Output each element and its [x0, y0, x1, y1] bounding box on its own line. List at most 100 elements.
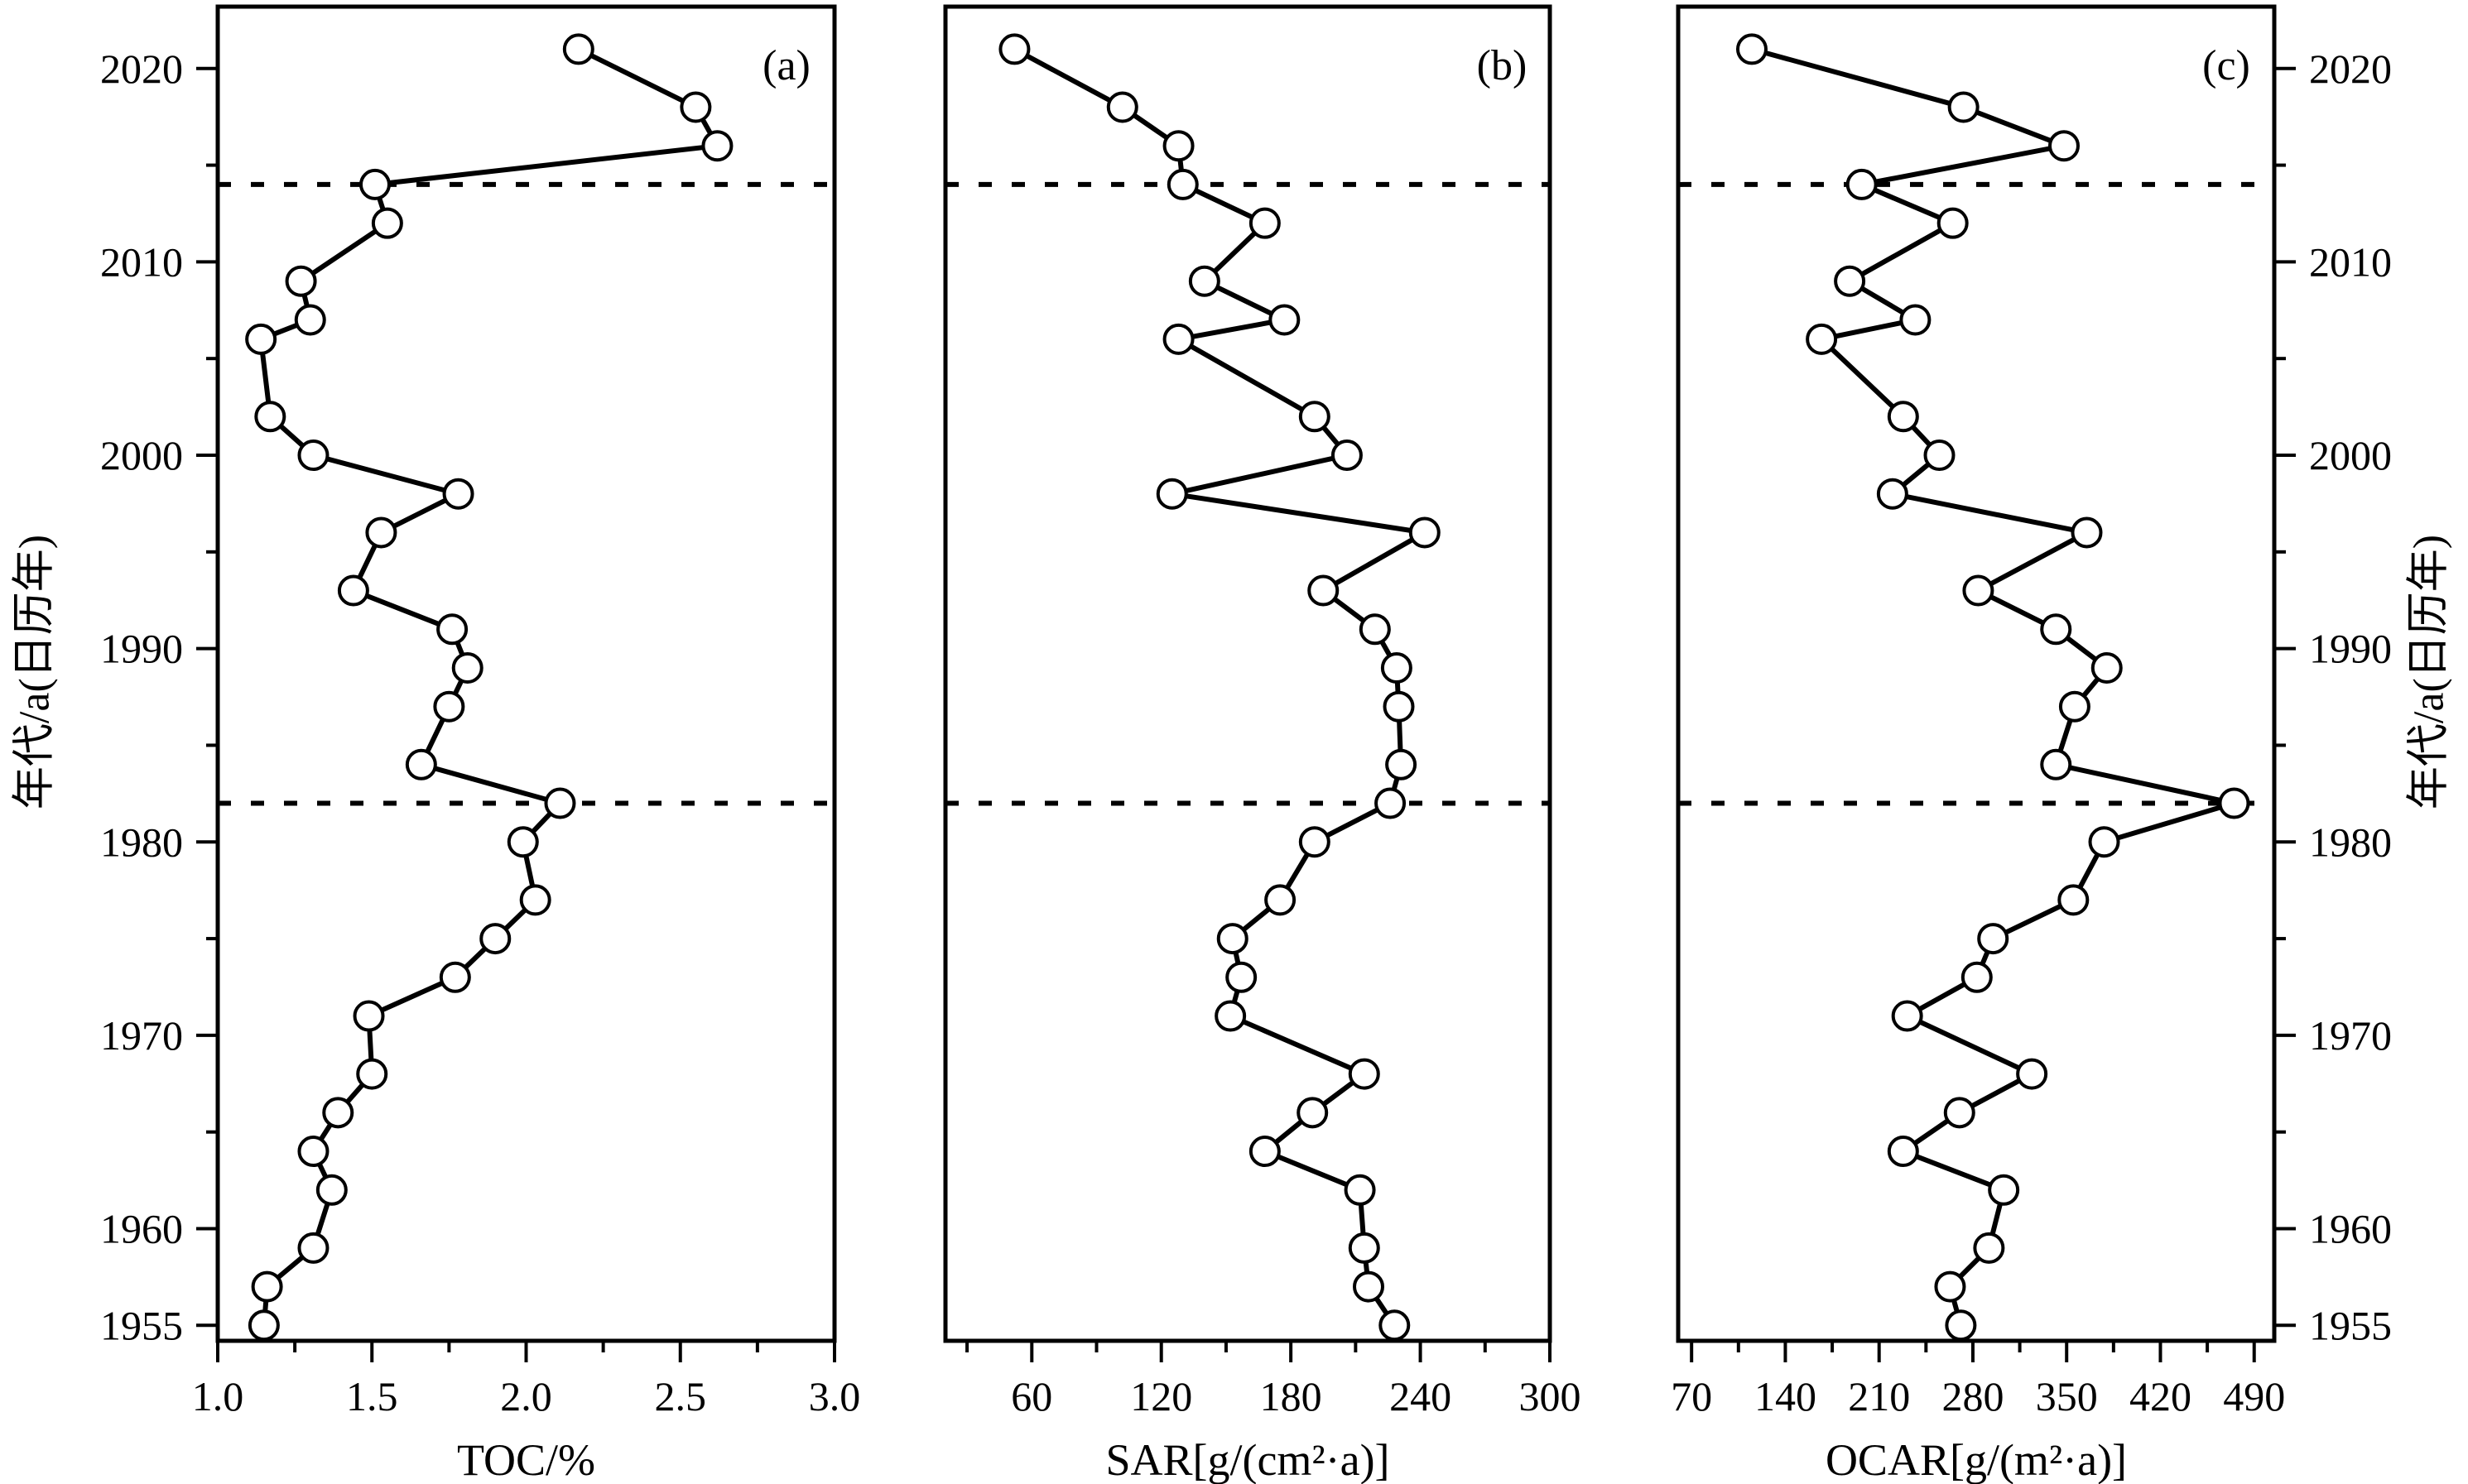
- data-point-a-2012: [371, 207, 403, 239]
- panel-border-a: [215, 4, 837, 1343]
- panel-border-c: [1676, 4, 2277, 1343]
- x-axis-title-a: TOC/%: [457, 1435, 595, 1484]
- data-point-b-1955: [1378, 1309, 1411, 1342]
- data-point-c-2018: [1947, 91, 1980, 123]
- data-point-b-1989: [1380, 651, 1412, 684]
- x-tick-label: 280: [1941, 1373, 2004, 1419]
- data-point-a-1996: [365, 516, 397, 549]
- data-point-c-1991: [2040, 613, 2072, 646]
- data-point-b-1998: [1156, 478, 1188, 510]
- data-point-b-1982: [1374, 787, 1407, 819]
- data-point-b-1959: [1348, 1232, 1380, 1264]
- y-tick-label: 2010: [2309, 238, 2392, 285]
- data-point-a-1980: [507, 826, 539, 858]
- data-point-a-1971: [353, 1000, 385, 1032]
- data-point-b-1966: [1297, 1097, 1329, 1129]
- data-point-b-1957: [1353, 1270, 1384, 1303]
- data-point-a-1998: [442, 478, 474, 510]
- y-tick-label: 2020: [2309, 46, 2392, 92]
- data-point-b-2021: [998, 33, 1031, 65]
- x-tick-label: 60: [1011, 1373, 1052, 1419]
- data-point-b-2014: [1167, 168, 1199, 200]
- x-tick-label: 210: [1848, 1373, 1910, 1419]
- data-point-b-1964: [1248, 1136, 1281, 1168]
- data-point-c-1996: [2071, 516, 2103, 549]
- x-tick-label: 2.0: [500, 1373, 552, 1419]
- data-point-c-1973: [1960, 961, 1993, 993]
- data-point-c-1962: [1988, 1174, 2020, 1206]
- data-point-b-2006: [1162, 323, 1195, 355]
- data-point-b-1991: [1359, 613, 1391, 646]
- x-tick-label: 70: [1671, 1373, 1712, 1419]
- data-point-c-1964: [1887, 1136, 1919, 1168]
- data-point-a-2014: [358, 168, 391, 200]
- data-point-c-1966: [1943, 1097, 1975, 1129]
- data-point-c-1980: [2088, 826, 2120, 858]
- data-point-b-1980: [1298, 826, 1330, 858]
- data-point-c-1982: [2218, 787, 2250, 819]
- data-point-a-1962: [315, 1174, 348, 1206]
- data-point-c-1955: [1945, 1309, 1977, 1342]
- y-tick-label: 1960: [100, 1205, 183, 1251]
- data-point-b-1977: [1264, 884, 1297, 916]
- y-axis-label-right: 年代/a(日历年): [2405, 534, 2453, 810]
- panel-border-b: [943, 4, 1552, 1343]
- data-point-b-2016: [1162, 130, 1195, 162]
- y-tick-label: 1960: [2309, 1205, 2392, 1251]
- x-tick-label: 420: [2129, 1373, 2191, 1419]
- y-tick-label: 1980: [100, 819, 183, 865]
- data-point-a-1973: [439, 961, 471, 993]
- x-tick-label: 3.0: [809, 1373, 861, 1419]
- data-point-a-2009: [285, 265, 317, 297]
- data-point-a-2018: [680, 91, 712, 123]
- x-tick-label: 180: [1260, 1373, 1322, 1419]
- data-point-c-1977: [2057, 884, 2090, 916]
- y-tick-label: 2000: [2309, 432, 2392, 478]
- data-point-a-2016: [701, 130, 734, 162]
- data-point-b-2012: [1248, 207, 1281, 239]
- y-tick-label: 1955: [100, 1302, 183, 1348]
- x-axis-title-b: SAR[g/(cm²·a)]: [1105, 1435, 1389, 1484]
- data-line-a: [257, 46, 722, 1326]
- data-point-b-1984: [1385, 748, 1417, 780]
- data-point-c-1959: [1973, 1232, 2005, 1264]
- x-tick-label: 140: [1754, 1373, 1816, 1419]
- y-tick-label: 1990: [100, 626, 183, 672]
- x-tick-label: 240: [1389, 1373, 1451, 1419]
- data-point-a-1975: [479, 923, 512, 955]
- data-point-c-2007: [1899, 304, 1932, 336]
- data-point-b-1975: [1216, 923, 1248, 955]
- data-point-b-2007: [1268, 304, 1301, 336]
- data-point-c-1957: [1934, 1270, 1966, 1303]
- data-point-b-1968: [1348, 1058, 1380, 1090]
- data-point-a-1987: [433, 690, 465, 723]
- data-point-a-1966: [322, 1097, 354, 1129]
- data-point-c-1998: [1876, 478, 1908, 510]
- data-point-c-1993: [1962, 574, 1994, 607]
- data-point-c-1968: [2016, 1058, 2048, 1090]
- y-axis-label-left: 年代/a(日历年): [11, 534, 59, 810]
- data-point-c-2009: [1834, 265, 1866, 297]
- data-point-c-1987: [2058, 690, 2090, 723]
- data-point-a-1982: [544, 787, 576, 819]
- data-point-c-2012: [1936, 207, 1969, 239]
- y-tick-label: 2000: [100, 432, 183, 478]
- data-point-b-2002: [1298, 401, 1330, 433]
- data-point-a-1968: [356, 1058, 388, 1090]
- panel-tag-a: (a): [763, 42, 811, 89]
- x-tick-label: 300: [1519, 1373, 1581, 1419]
- data-point-c-1984: [2040, 748, 2072, 780]
- y-tick-label: 2020: [100, 46, 183, 92]
- panel-tag-b: (b): [1477, 42, 1527, 89]
- data-line-c: [1751, 46, 2235, 1327]
- data-point-c-2021: [1735, 33, 1768, 65]
- data-point-a-1984: [405, 748, 437, 780]
- data-point-b-1987: [1383, 690, 1415, 723]
- data-point-c-2006: [1806, 323, 1838, 355]
- data-line-b: [1013, 46, 1432, 1327]
- data-point-b-1996: [1408, 516, 1441, 549]
- data-point-b-1973: [1225, 961, 1258, 993]
- data-point-a-1993: [337, 574, 369, 607]
- data-point-b-2000: [1330, 439, 1363, 472]
- data-point-c-2000: [1923, 439, 1956, 472]
